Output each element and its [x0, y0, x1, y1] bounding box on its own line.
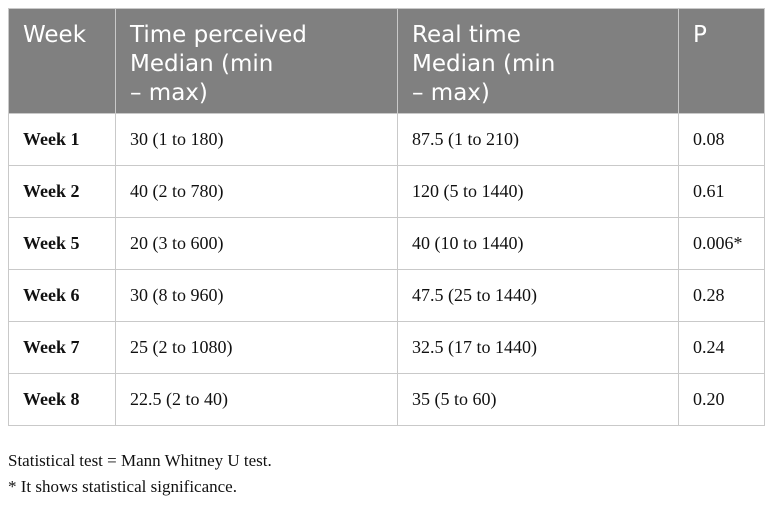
table-cell: 35 (5 to 60)	[397, 373, 679, 426]
table-cell: 22.5 (2 to 40)	[115, 373, 398, 426]
header-cell: Week	[8, 8, 116, 114]
table-cell: Week 8	[8, 373, 116, 426]
header-text: Week	[23, 22, 87, 48]
header-text: Median (min	[412, 51, 556, 77]
table-row: Week 5 20 (3 to 600) 40 (10 to 1440) 0.006*	[8, 217, 765, 270]
header-text: – max)	[130, 80, 208, 106]
table-cell: 87.5 (1 to 210)	[397, 113, 679, 166]
table-cell: 40 (10 to 1440)	[397, 217, 679, 270]
table-row: Week 8 22.5 (2 to 40) 35 (5 to 60) 0.20	[8, 373, 765, 426]
table-cell: 0.28	[678, 269, 765, 322]
table-cell: Week 2	[8, 165, 116, 218]
header-cell: Time perceived Median (min – max)	[115, 8, 398, 114]
table-cell: Week 1	[8, 113, 116, 166]
table-cell: 120 (5 to 1440)	[397, 165, 679, 218]
table-row: Week 6 30 (8 to 960) 47.5 (25 to 1440) 0.28	[8, 269, 765, 322]
footnote: Statistical test = Mann Whitney U test.	[8, 451, 272, 470]
table-cell: 0.08	[678, 113, 765, 166]
table-cell: 30 (8 to 960)	[115, 269, 398, 322]
table-cell: Week 6	[8, 269, 116, 322]
header-text: Real time	[412, 22, 521, 48]
header-cell: P	[678, 8, 765, 114]
header-text: Median (min	[130, 51, 274, 77]
header-text: – max)	[412, 80, 490, 106]
header-cell: Real time Median (min – max)	[397, 8, 679, 114]
table-body: Week 1 30 (1 to 180) 87.5 (1 to 210) 0.08 We…	[8, 113, 765, 426]
data-table: Week Time perceived Median (min – max) Real …	[8, 8, 765, 426]
footnote: * It shows statistical significance.	[8, 477, 237, 496]
table-cell: 40 (2 to 780)	[115, 165, 398, 218]
header-text: P	[693, 22, 707, 48]
table-row: Week 7 25 (2 to 1080) 32.5 (17 to 1440) 0.2…	[8, 321, 765, 374]
table-cell: Week 7	[8, 321, 116, 374]
header-text: Time perceived	[130, 22, 307, 48]
table-cell: 0.61	[678, 165, 765, 218]
header-row: Week Time perceived Median (min – max) Real …	[8, 8, 765, 114]
table-cell: 0.20	[678, 373, 765, 426]
table-cell: Week 5	[8, 217, 116, 270]
table-cell: 0.006*	[678, 217, 765, 270]
table-cell: 30 (1 to 180)	[115, 113, 398, 166]
table-cell: 0.24	[678, 321, 765, 374]
table-cell: 20 (3 to 600)	[115, 217, 398, 270]
table-cell: 47.5 (25 to 1440)	[397, 269, 679, 322]
table-row: Week 1 30 (1 to 180) 87.5 (1 to 210) 0.08	[8, 113, 765, 166]
table-cell: 32.5 (17 to 1440)	[397, 321, 679, 374]
table-cell: 25 (2 to 1080)	[115, 321, 398, 374]
table-row: Week 2 40 (2 to 780) 120 (5 to 1440) 0.61	[8, 165, 765, 218]
